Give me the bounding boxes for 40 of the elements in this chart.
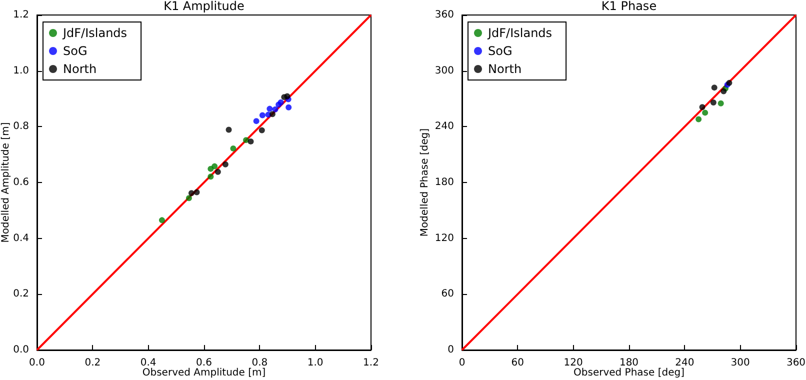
x-tick-label: 1.0 <box>307 358 324 368</box>
y-tick-label: 240 <box>434 121 454 132</box>
y-tick-label: 0.4 <box>13 232 29 244</box>
y-axis-title: Modelled Amplitude [m] <box>0 122 12 243</box>
y-tick-label: 1.2 <box>13 10 29 20</box>
y-tick-label: 120 <box>434 232 454 244</box>
x-tick-label: 180 <box>619 358 639 368</box>
legend-label: North <box>488 62 522 76</box>
y-tick-label: 300 <box>434 65 454 76</box>
x-tick-label: 240 <box>675 358 694 368</box>
x-tick-label: 120 <box>564 358 583 368</box>
x-tick-label: 1.2 <box>363 358 379 368</box>
y-tick-label: 1.0 <box>13 65 29 76</box>
y-tick-label: 360 <box>434 10 454 20</box>
y-tick-label: 0.6 <box>13 177 29 188</box>
y-tick-label: 0.0 <box>13 344 29 356</box>
x-axis-title: Observed Phase [deg] <box>574 368 685 378</box>
legend-label: SoG <box>63 44 88 58</box>
chart-title: K1 Phase <box>601 0 657 13</box>
x-tick-label: 60 <box>511 358 524 368</box>
legend-label: JdF/Islands <box>62 26 128 40</box>
x-tick-label: 0 <box>458 358 466 368</box>
x-tick-label: 0.6 <box>196 358 212 368</box>
x-axis-title: Observed Amplitude [m] <box>142 368 266 378</box>
y-axis-title: Modelled Phase [deg] <box>420 128 430 237</box>
x-tick-label: 360 <box>786 358 806 368</box>
legend-label: North <box>63 62 97 76</box>
x-tick-label: 0.8 <box>252 358 268 368</box>
y-tick-label: 60 <box>441 288 454 300</box>
y-tick-label: 0 <box>448 344 454 356</box>
y-tick-label: 0.8 <box>13 121 29 132</box>
x-tick-label: 0.4 <box>140 358 156 368</box>
y-tick-label: 180 <box>434 177 454 188</box>
y-tick-label: 0.2 <box>13 288 29 300</box>
legend-label: JdF/Islands <box>487 26 552 40</box>
x-tick-label: 300 <box>730 358 750 368</box>
chart-title: K1 Amplitude <box>164 0 244 13</box>
x-tick-label: 0.2 <box>84 358 101 368</box>
legend-label: SoG <box>488 44 512 58</box>
x-tick-label: 0.0 <box>29 358 45 368</box>
